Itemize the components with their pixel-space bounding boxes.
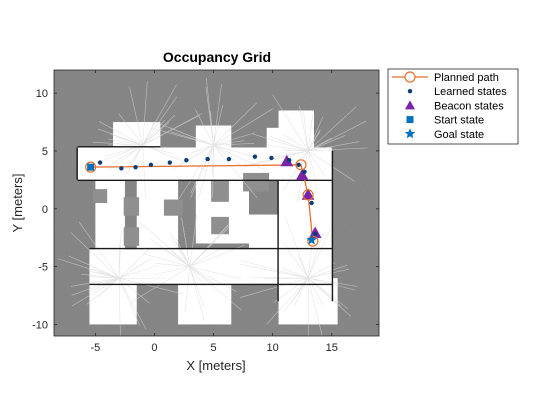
legend-label: Learned states: [434, 86, 507, 98]
axis-ticks: -5 0 5 10 15 -10 -5 0 5 10: [32, 70, 379, 354]
learned-state-point: [133, 164, 138, 170]
plot-frame: [53, 69, 380, 337]
legend-triangle-icon: [405, 100, 415, 110]
learned-state-point: [97, 160, 103, 165]
learned-state-point: [148, 162, 154, 168]
legend-label: Planned path: [434, 72, 499, 84]
x-tick-label: 15: [326, 342, 338, 354]
learned-state-point: [296, 162, 301, 168]
y-tick-label: 5: [42, 146, 48, 158]
legend-star-icon: [404, 128, 416, 139]
learned-state-point: [226, 156, 232, 162]
learned-state-point: [252, 154, 258, 159]
start-state-marker: [87, 163, 95, 171]
chart-title: Occupancy Grid: [163, 49, 271, 65]
y-tick-label: -10: [32, 319, 48, 331]
planned-path-marker: [85, 161, 97, 173]
x-tick-label: 0: [151, 342, 157, 354]
learned-state-point: [269, 155, 274, 161]
legend-dot-icon: [407, 89, 413, 94]
learned-state-point: [286, 158, 292, 163]
learned-state-point: [302, 169, 307, 174]
learned-state-point: [205, 156, 210, 162]
occupancy-map: [54, 70, 379, 336]
x-tick-label: 10: [267, 342, 279, 354]
y-axis-label: Y [meters]: [10, 173, 25, 232]
data-marks: [85, 154, 322, 247]
legend-circle-icon: [404, 71, 416, 83]
planned-path-marker: [302, 189, 314, 201]
planned-path-marker: [295, 159, 307, 171]
legend-label: Goal state: [434, 129, 484, 141]
learned-state-point: [119, 166, 124, 171]
learned-state-point: [184, 158, 189, 163]
y-tick-label: 0: [42, 204, 48, 216]
x-tick-label: 5: [210, 342, 216, 354]
goal-state-marker: [306, 234, 317, 245]
legend-square-icon: [406, 116, 414, 124]
y-tick-label: -5: [38, 262, 48, 274]
learned-state-point: [309, 200, 314, 206]
learned-state-point: [312, 232, 318, 237]
beacon-state-marker: [295, 168, 309, 181]
x-tick-label: -5: [90, 342, 100, 354]
learned-state-point: [167, 160, 173, 165]
legend-label: Start state: [434, 115, 484, 127]
legend-label: Beacon states: [434, 100, 504, 112]
x-axis-label: X [meters]: [186, 358, 245, 373]
planned-path-marker: [307, 235, 319, 247]
y-tick-label: 10: [36, 88, 48, 100]
legend: Planned path Learned states Beacon states S…: [387, 68, 519, 145]
